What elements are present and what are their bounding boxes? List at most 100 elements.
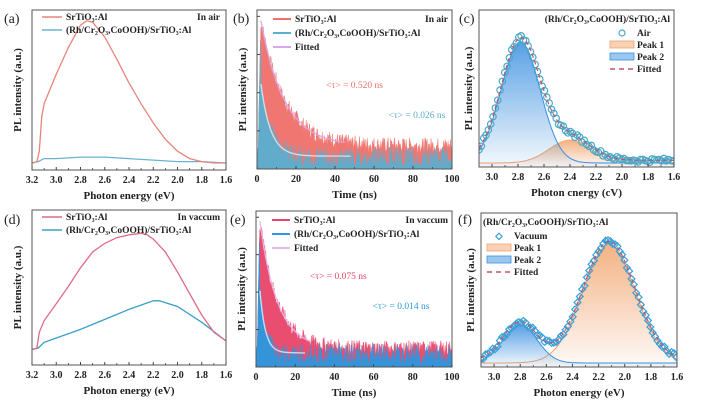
lifetime-annotation: <τ> = 0.075 ns <box>310 272 367 282</box>
plot-area <box>479 32 674 167</box>
panel-label: (a) <box>4 12 20 27</box>
legend-label: (Rh/Cr₂O₃,CoOOH)/SrTiO₃:Al <box>66 225 192 236</box>
x-tick-label: 2.2 <box>592 372 605 383</box>
x-tick-label: 1.8 <box>196 370 209 381</box>
data-marker <box>669 157 674 165</box>
x-tick-label: 3.2 <box>26 175 39 186</box>
data-marker <box>493 342 502 351</box>
x-tick-label: 2.2 <box>590 172 603 183</box>
x-tick-label: 2.8 <box>514 372 527 383</box>
axes-frame <box>480 212 678 368</box>
x-tick-label: 3.0 <box>50 370 63 381</box>
legend-swatch <box>486 243 512 252</box>
x-tick-label: 1.8 <box>196 175 209 186</box>
legend-label: SrTiO₃:Al <box>66 13 108 23</box>
data-marker <box>620 256 629 265</box>
legend-label: Vacuum <box>514 232 548 242</box>
x-tick-label: 2.6 <box>99 175 112 186</box>
data-marker <box>660 154 668 163</box>
x-tick-label: 20 <box>291 174 301 185</box>
legend-label: Peak 1 <box>637 41 664 51</box>
data-marker <box>584 266 594 275</box>
data-marker <box>646 322 655 332</box>
panel-title: (Rh/Cr₂O₃,CoOOH)/SrTiO₃:Al <box>483 217 609 228</box>
x-tick-label: 2.4 <box>566 372 579 383</box>
decay-trace-cocatalyst <box>257 41 452 169</box>
legend-label: Peak 1 <box>514 244 541 254</box>
data-marker <box>540 86 549 95</box>
legend-label: (Rh/Cr₂O₃,CoOOH)/SrTiO₃:Al <box>295 28 421 39</box>
plot-area <box>32 20 226 164</box>
plot-area <box>256 221 452 367</box>
x-tick-label: 2.6 <box>538 172 551 183</box>
data-marker <box>592 250 601 260</box>
series-line-srtio3-al <box>32 20 226 164</box>
data-marker <box>587 259 596 269</box>
data-marker <box>570 305 580 314</box>
y-axis-label: PL intensity (a.u.) <box>12 245 24 329</box>
data-marker <box>634 293 643 302</box>
data-marker <box>529 53 537 62</box>
panel-e: 0 20 40 60 80 100 Time (ns) PL intensity (a.u.)… <box>230 210 460 399</box>
legend-label: Peak 2 <box>637 53 664 63</box>
data-marker <box>622 156 631 165</box>
legend-label: Fitted <box>637 65 662 75</box>
x-tick-label: 40 <box>330 174 340 185</box>
condition-label: In vaccum <box>178 213 221 223</box>
panel-f: 3.0 2.8 2.6 2.4 2.2 2.0 1.8 1.6 Photon energy (e… <box>458 212 683 399</box>
data-marker <box>582 273 592 282</box>
x-tick-label: 0 <box>254 372 259 383</box>
data-marker <box>545 99 554 107</box>
panel-label: (c) <box>459 12 475 27</box>
panel-title: (Rh/Cr₂O₃,CoOOH)/SrTiO₃:Al <box>545 14 671 25</box>
x-tick-label: 2.4 <box>123 370 136 381</box>
fitted-curve <box>260 20 345 144</box>
legend-marker <box>494 232 504 241</box>
x-tick-label: 3.0 <box>50 175 63 186</box>
data-marker <box>671 352 677 362</box>
x-tick-label: 2.4 <box>123 175 136 186</box>
panel-d: 3.2 3.0 2.8 2.6 2.4 2.2 2.0 1.8 1.6 Photon energy… <box>4 209 232 397</box>
fitted-curve <box>259 221 312 343</box>
legend-label: Air <box>637 29 652 39</box>
legend-swatch <box>609 40 635 49</box>
data-marker <box>599 239 608 248</box>
data-marker <box>510 42 518 51</box>
x-tick-label: 1.8 <box>642 172 655 183</box>
x-tick-label: 1.8 <box>645 372 658 383</box>
series-line-srtio3-al <box>32 232 226 351</box>
data-marker <box>500 332 509 342</box>
x-tick-label: 2.0 <box>616 172 629 183</box>
data-marker <box>629 280 639 289</box>
x-axis-label: Time (ns) <box>332 189 377 201</box>
decay-trace-cocatalyst <box>256 242 452 367</box>
data-marker <box>493 96 502 104</box>
data-marker <box>580 281 589 290</box>
x-tick-label: 2.6 <box>99 370 112 381</box>
x-tick-label: 3.2 <box>26 370 39 381</box>
data-marker <box>636 155 645 164</box>
panel-a: 3.2 3.0 2.8 2.6 2.4 2.2 2.0 1.8 1.6 Photon energy… <box>4 9 232 202</box>
legend-marker <box>618 29 626 37</box>
data-marker <box>624 266 634 276</box>
x-tick-label: 60 <box>369 372 379 383</box>
legend-swatch <box>609 52 635 61</box>
legend-label: Fitted <box>514 268 539 278</box>
data-marker <box>580 136 589 145</box>
legend-label: SrTiO₃:Al <box>66 213 108 223</box>
data-marker <box>490 344 500 354</box>
x-axis-label: Photon cnergy (cV) <box>531 187 622 199</box>
data-marker <box>627 274 636 284</box>
data-marker <box>577 284 587 294</box>
legend-label: Peak 2 <box>514 256 541 266</box>
x-tick-label: 20 <box>290 372 300 383</box>
y-axis-label: PL intensity (a.u.) <box>465 248 477 332</box>
legend-label: (Rh/Cr₂O₃,CoOOH)/SrTiO₃:Al <box>66 25 192 36</box>
data-marker <box>507 323 516 333</box>
data-marker <box>503 62 511 71</box>
legend-label: (Rh/Cr₂O₃,CoOOH)/SrTiO₃:Al <box>294 229 420 240</box>
data-marker <box>547 105 556 114</box>
x-tick-label: 3.0 <box>488 372 501 383</box>
x-tick-label: 80 <box>408 372 418 383</box>
x-tick-label: 2.2 <box>147 175 160 186</box>
